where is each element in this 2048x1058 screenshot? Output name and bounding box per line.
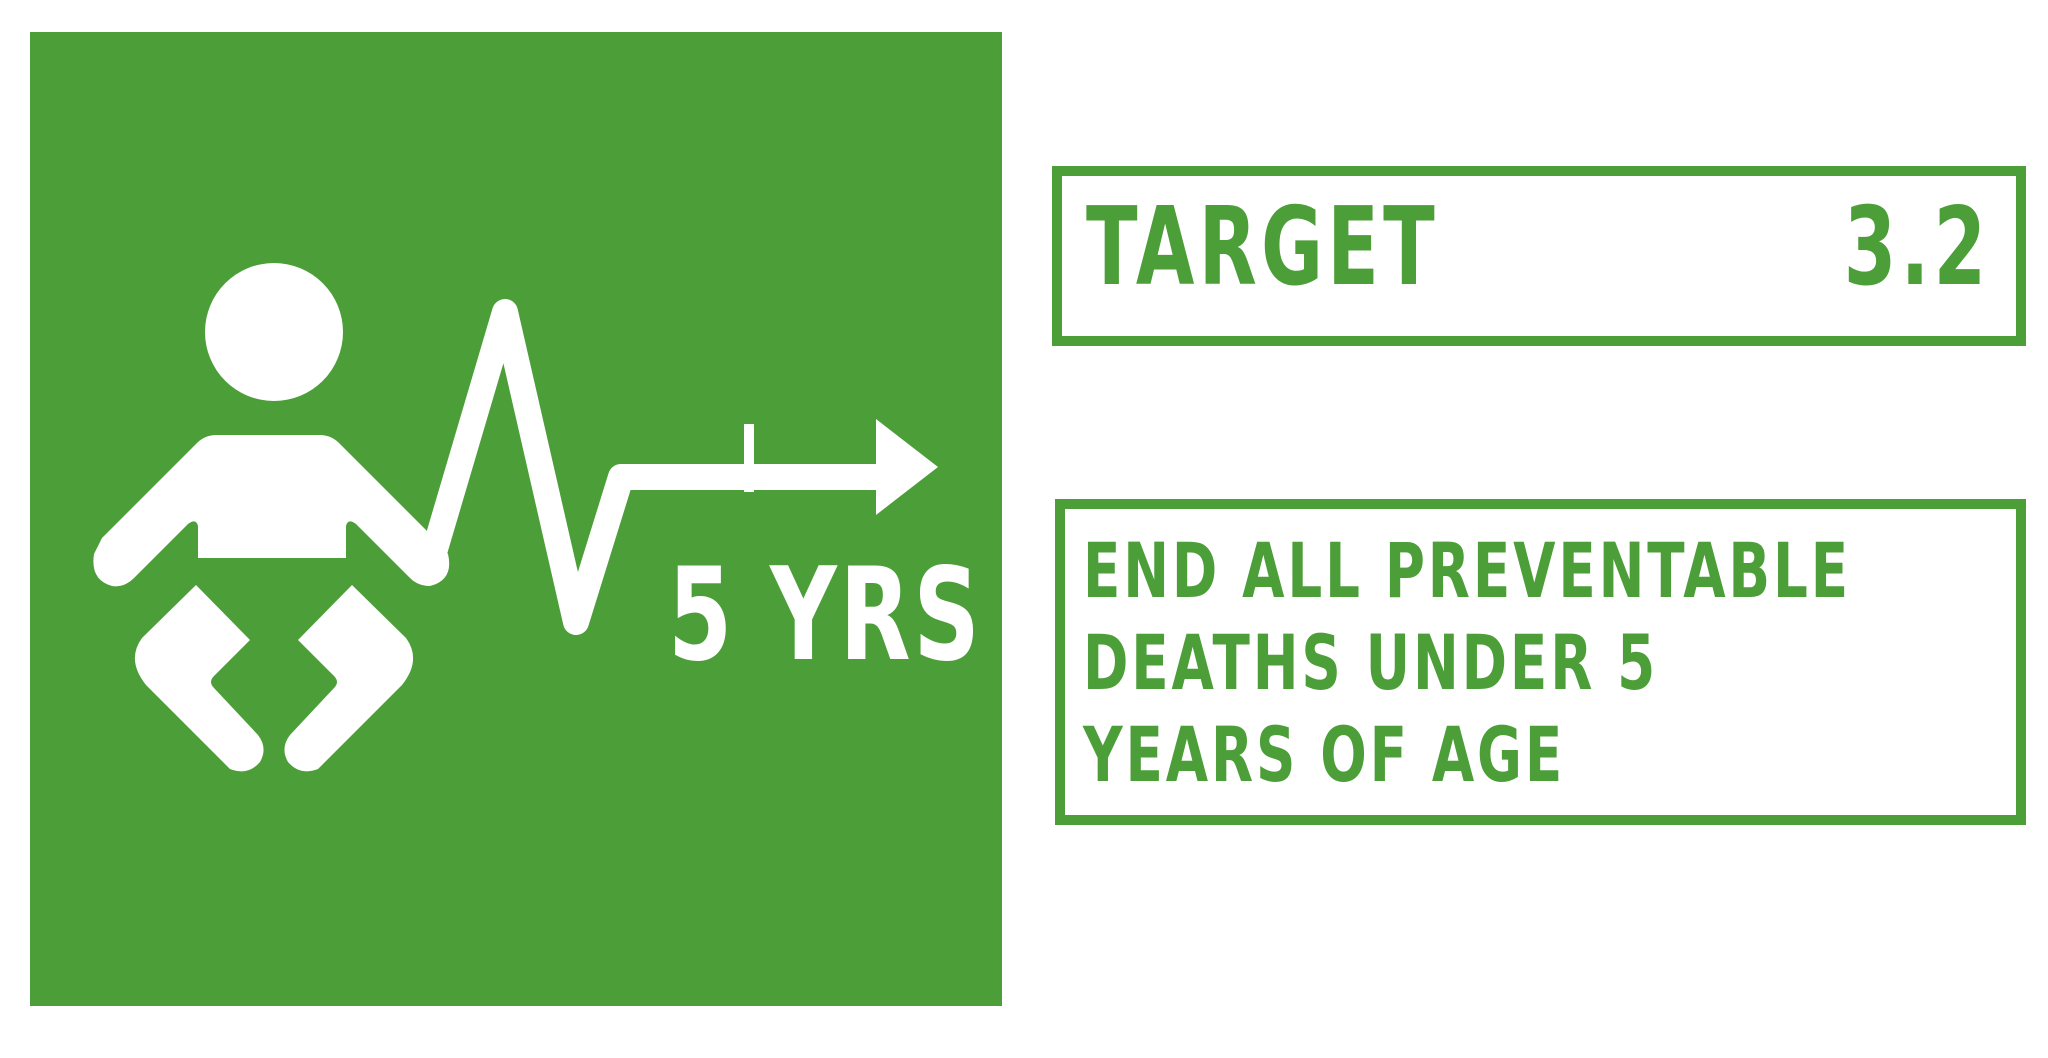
description-line: YEARS OF AGE xyxy=(1083,710,1566,799)
sdg-target-icon-tile: 5 YRS xyxy=(30,32,1002,1006)
child-left-leg-icon xyxy=(134,585,264,772)
target-number-box: TARGET 3.2 xyxy=(1052,166,2026,346)
child-head-icon xyxy=(205,263,343,401)
age-tick-icon xyxy=(744,424,754,492)
age-label: 5 YRS xyxy=(668,541,983,690)
target-description: END ALL PREVENTABLE DEATHS UNDER 5 YEARS… xyxy=(1083,525,1990,801)
child-right-leg-icon xyxy=(284,585,414,772)
target-number: 3.2 xyxy=(1843,185,1990,310)
arrow-right-icon xyxy=(876,419,938,515)
target-label: TARGET xyxy=(1086,185,1439,310)
description-line: DEATHS UNDER 5 xyxy=(1083,618,1659,707)
target-description-box: END ALL PREVENTABLE DEATHS UNDER 5 YEARS… xyxy=(1055,499,2026,825)
child-heartbeat-icon xyxy=(93,263,938,772)
child-body-icon xyxy=(93,435,450,587)
heartbeat-line-icon xyxy=(417,299,893,635)
description-line: END ALL PREVENTABLE xyxy=(1083,526,1852,615)
